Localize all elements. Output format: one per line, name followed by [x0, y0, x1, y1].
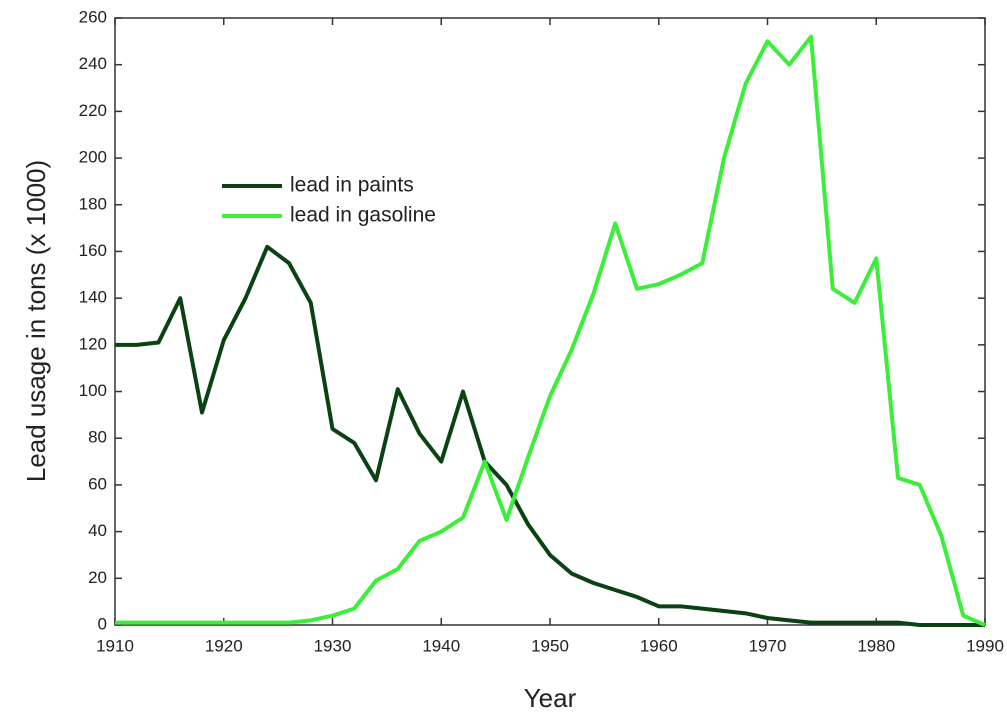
y-tick-label: 160: [79, 241, 107, 260]
y-axis-label: Lead usage in tons (x 1000): [21, 160, 51, 482]
plot-frame: [114, 17, 986, 626]
x-tick-label: 1970: [749, 636, 787, 655]
y-tick-label: 60: [88, 474, 107, 493]
y-tick-label: 20: [88, 568, 107, 587]
x-tick-label: 1940: [422, 636, 460, 655]
x-tick-label: 1980: [857, 636, 895, 655]
y-tick-label: 220: [79, 101, 107, 120]
data-line: [115, 34, 986, 627]
y-tick-label: 200: [79, 148, 107, 167]
x-tick-label: 1920: [205, 636, 243, 655]
y-tick-label: 260: [79, 7, 107, 26]
x-tick-label: 1930: [314, 636, 352, 655]
x-tick-label: 1990: [966, 636, 1004, 655]
y-tick-label: 80: [88, 428, 107, 447]
y-tick-label: 240: [79, 54, 107, 73]
y-tick-label: 0: [98, 614, 107, 633]
y-tick-label: 180: [79, 194, 107, 213]
y-tick-label: 140: [79, 288, 107, 307]
x-tick-label: 1910: [96, 636, 134, 655]
x-tick-label: 1960: [640, 636, 678, 655]
y-tick-label: 120: [79, 334, 107, 353]
x-tick-label: 1950: [531, 636, 569, 655]
legend-text: lead in paints: [290, 174, 414, 197]
y-tick-label: 40: [88, 521, 107, 540]
x-axis-label: Year: [524, 683, 577, 713]
data-line: [115, 244, 985, 627]
legend-text: lead in gasoline: [290, 204, 436, 227]
y-tick-label: 100: [79, 381, 107, 400]
